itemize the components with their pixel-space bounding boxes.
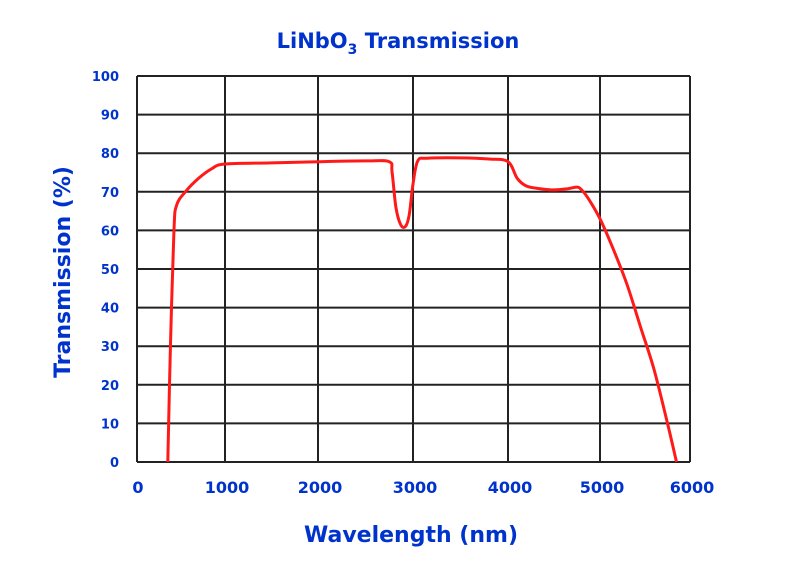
x-tick-label: 1000 <box>205 478 250 497</box>
y-tick-label: 40 <box>101 302 119 317</box>
x-axis-ticks: 0 1000 2000 3000 4000 5000 6000 <box>132 478 714 497</box>
y-tick-label: 20 <box>101 379 119 394</box>
y-tick-label: 10 <box>101 417 119 432</box>
y-tick-label: 90 <box>101 109 119 124</box>
y-tick-label: 60 <box>101 224 119 239</box>
x-tick-label: 4000 <box>488 478 533 497</box>
y-axis-label: Transmission (%) <box>51 166 76 378</box>
x-tick-label: 2000 <box>298 478 343 497</box>
y-tick-label: 0 <box>110 456 119 471</box>
y-tick-label: 100 <box>92 70 119 85</box>
series-line-linbo3 <box>166 156 678 463</box>
y-tick-label: 80 <box>101 147 119 162</box>
y-tick-label: 50 <box>101 263 119 278</box>
x-tick-label: 3000 <box>393 478 438 497</box>
y-tick-label: 30 <box>101 340 119 355</box>
y-tick-label: 70 <box>101 186 119 201</box>
x-tick-label: 6000 <box>670 478 715 497</box>
chart-title: LiNbO3 Transmission <box>277 29 520 58</box>
x-tick-label: 5000 <box>580 478 625 497</box>
y-axis-ticks: 0 10 20 30 40 50 60 70 80 90 100 <box>92 70 119 471</box>
x-axis-label: Wavelength (nm) <box>304 523 518 548</box>
grid <box>136 75 691 463</box>
x-tick-label: 0 <box>132 478 143 497</box>
